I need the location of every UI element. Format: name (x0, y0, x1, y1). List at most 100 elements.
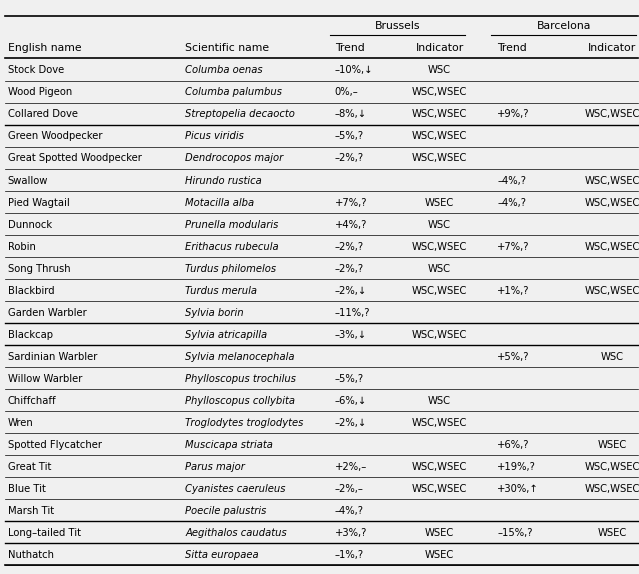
Text: –6%,↓: –6%,↓ (335, 395, 367, 406)
Text: –4%,?: –4%,? (497, 197, 526, 208)
Text: WSC: WSC (428, 395, 451, 406)
Text: –4%,?: –4%,? (335, 506, 364, 515)
Text: WSC,WSEC: WSC,WSEC (412, 484, 467, 494)
Text: Muscicapa striata: Muscicapa striata (185, 440, 273, 449)
Text: Garden Warbler: Garden Warbler (8, 308, 86, 317)
Text: Great Tit: Great Tit (8, 461, 51, 472)
Text: WSC,WSEC: WSC,WSEC (412, 285, 467, 296)
Text: Troglodytes troglodytes: Troglodytes troglodytes (185, 417, 304, 428)
Text: Indicator: Indicator (588, 44, 636, 53)
Text: Marsh Tit: Marsh Tit (8, 506, 54, 515)
Text: Columba palumbus: Columba palumbus (185, 87, 282, 98)
Text: –2%,?: –2%,? (335, 263, 364, 274)
Text: Indicator: Indicator (415, 44, 464, 53)
Text: Hirundo rustica: Hirundo rustica (185, 176, 262, 185)
Text: Cyanistes caeruleus: Cyanistes caeruleus (185, 484, 286, 494)
Text: Willow Warbler: Willow Warbler (8, 374, 82, 383)
Text: –2%,↓: –2%,↓ (335, 417, 367, 428)
Text: Swallow: Swallow (8, 176, 48, 185)
Text: Nuthatch: Nuthatch (8, 550, 54, 560)
Text: –2%,?: –2%,? (335, 153, 364, 164)
Text: Trend: Trend (497, 44, 527, 53)
Text: Sylvia melanocephala: Sylvia melanocephala (185, 351, 295, 362)
Text: Aegithalos caudatus: Aegithalos caudatus (185, 528, 287, 538)
Text: Collared Dove: Collared Dove (8, 110, 78, 119)
Text: Robin: Robin (8, 242, 36, 251)
Text: WSEC: WSEC (597, 528, 627, 538)
Text: WSC: WSC (428, 219, 451, 230)
Text: –1%,?: –1%,? (335, 550, 364, 560)
Text: Spotted Flycatcher: Spotted Flycatcher (8, 440, 102, 449)
Text: WSC,WSEC: WSC,WSEC (585, 176, 639, 185)
Text: WSC,WSEC: WSC,WSEC (585, 484, 639, 494)
Text: Chiffchaff: Chiffchaff (8, 395, 56, 406)
Text: Phylloscopus collybita: Phylloscopus collybita (185, 395, 295, 406)
Text: Blue Tit: Blue Tit (8, 484, 45, 494)
Text: WSC,WSEC: WSC,WSEC (585, 285, 639, 296)
Text: –11%,?: –11%,? (335, 308, 371, 317)
Text: WSEC: WSEC (597, 440, 627, 449)
Text: Scientific name: Scientific name (185, 44, 270, 53)
Text: Trend: Trend (335, 44, 365, 53)
Text: Picus viridis: Picus viridis (185, 131, 244, 141)
Text: WSEC: WSEC (425, 550, 454, 560)
Text: –8%,↓: –8%,↓ (335, 110, 367, 119)
Text: Barcelona: Barcelona (536, 21, 591, 32)
Text: +2%,–: +2%,– (335, 461, 367, 472)
Text: Blackcap: Blackcap (8, 329, 52, 340)
Text: Sylvia borin: Sylvia borin (185, 308, 244, 317)
Text: Pied Wagtail: Pied Wagtail (8, 197, 70, 208)
Text: Motacilla alba: Motacilla alba (185, 197, 254, 208)
Text: –4%,?: –4%,? (497, 176, 526, 185)
Text: WSC,WSEC: WSC,WSEC (585, 197, 639, 208)
Text: WSC,WSEC: WSC,WSEC (412, 242, 467, 251)
Text: Great Spotted Woodpecker: Great Spotted Woodpecker (8, 153, 142, 164)
Text: WSC,WSEC: WSC,WSEC (585, 461, 639, 472)
Text: –10%,↓: –10%,↓ (335, 65, 373, 75)
Text: Long–tailed Tit: Long–tailed Tit (8, 528, 81, 538)
Text: –2%,↓: –2%,↓ (335, 285, 367, 296)
Text: WSC,WSEC: WSC,WSEC (412, 131, 467, 141)
Text: WSC,WSEC: WSC,WSEC (412, 417, 467, 428)
Text: Stock Dove: Stock Dove (8, 65, 64, 75)
Text: Brussels: Brussels (374, 21, 420, 32)
Text: WSC: WSC (428, 263, 451, 274)
Text: –5%,?: –5%,? (335, 131, 364, 141)
Text: WSC,WSEC: WSC,WSEC (412, 461, 467, 472)
Text: –15%,?: –15%,? (497, 528, 533, 538)
Text: +7%,?: +7%,? (335, 197, 367, 208)
Text: WSC: WSC (428, 65, 451, 75)
Text: Sylvia atricapilla: Sylvia atricapilla (185, 329, 268, 340)
Text: Wren: Wren (8, 417, 33, 428)
Text: WSC,WSEC: WSC,WSEC (585, 242, 639, 251)
Text: Turdus philomelos: Turdus philomelos (185, 263, 277, 274)
Text: +30%,↑: +30%,↑ (497, 484, 539, 494)
Text: Sitta europaea: Sitta europaea (185, 550, 259, 560)
Text: 0%,–: 0%,– (335, 87, 358, 98)
Text: Poecile palustris: Poecile palustris (185, 506, 266, 515)
Text: Streptopelia decaocto: Streptopelia decaocto (185, 110, 295, 119)
Text: Wood Pigeon: Wood Pigeon (8, 87, 72, 98)
Text: Dunnock: Dunnock (8, 219, 52, 230)
Text: +7%,?: +7%,? (497, 242, 530, 251)
Text: Turdus merula: Turdus merula (185, 285, 258, 296)
Text: Blackbird: Blackbird (8, 285, 54, 296)
Text: +6%,?: +6%,? (497, 440, 530, 449)
Text: –2%,–: –2%,– (335, 484, 364, 494)
Text: Song Thrush: Song Thrush (8, 263, 70, 274)
Text: WSC,WSEC: WSC,WSEC (412, 110, 467, 119)
Text: Parus major: Parus major (185, 461, 245, 472)
Text: Sardinian Warbler: Sardinian Warbler (8, 351, 97, 362)
Text: Dendrocopos major: Dendrocopos major (185, 153, 284, 164)
Text: WSC,WSEC: WSC,WSEC (412, 329, 467, 340)
Text: –5%,?: –5%,? (335, 374, 364, 383)
Text: WSC,WSEC: WSC,WSEC (412, 153, 467, 164)
Text: Erithacus rubecula: Erithacus rubecula (185, 242, 279, 251)
Text: Phylloscopus trochilus: Phylloscopus trochilus (185, 374, 296, 383)
Text: +19%,?: +19%,? (497, 461, 536, 472)
Text: WSC,WSEC: WSC,WSEC (585, 110, 639, 119)
Text: +9%,?: +9%,? (497, 110, 530, 119)
Text: WSEC: WSEC (425, 197, 454, 208)
Text: WSC: WSC (601, 351, 624, 362)
Text: +3%,?: +3%,? (335, 528, 367, 538)
